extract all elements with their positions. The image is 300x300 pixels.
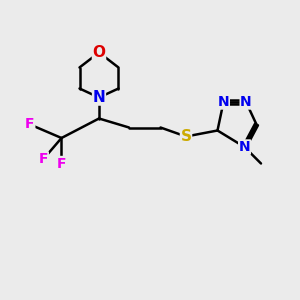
Text: F: F bbox=[25, 118, 35, 131]
Text: N: N bbox=[93, 90, 105, 105]
Text: N: N bbox=[240, 95, 252, 109]
Text: O: O bbox=[92, 45, 106, 60]
Text: S: S bbox=[181, 129, 191, 144]
Text: F: F bbox=[57, 157, 66, 170]
Text: F: F bbox=[39, 152, 48, 166]
Text: N: N bbox=[218, 95, 229, 109]
Text: N: N bbox=[239, 140, 250, 154]
